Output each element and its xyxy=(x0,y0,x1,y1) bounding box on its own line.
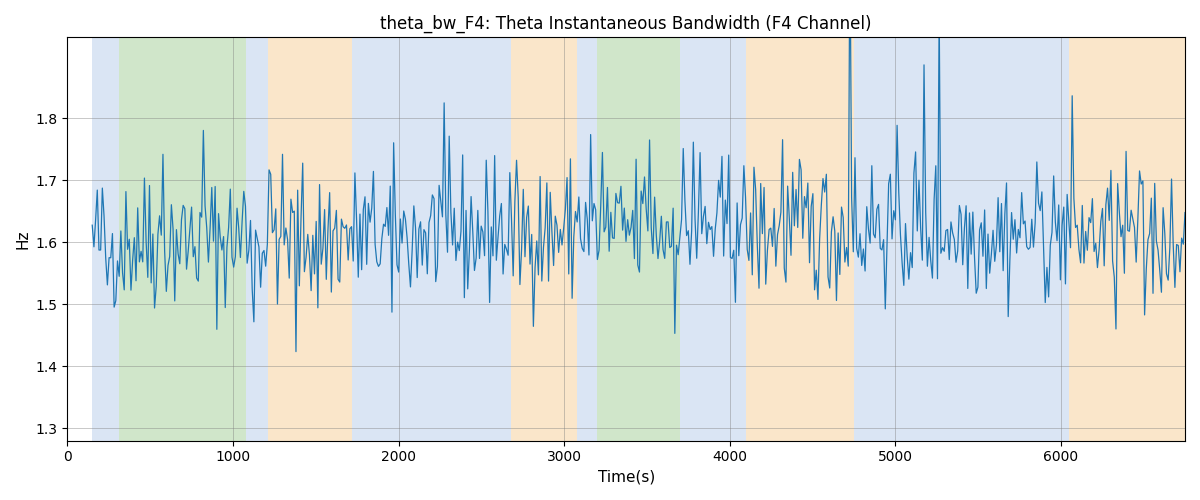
X-axis label: Time(s): Time(s) xyxy=(598,470,655,485)
Bar xyxy=(268,38,352,440)
Bar xyxy=(352,38,511,440)
Bar xyxy=(746,38,854,440)
Bar xyxy=(598,38,680,440)
Bar xyxy=(92,38,119,440)
Title: theta_bw_F4: Theta Instantaneous Bandwidth (F4 Channel): theta_bw_F4: Theta Instantaneous Bandwid… xyxy=(380,15,872,34)
Bar xyxy=(246,38,268,440)
Bar xyxy=(854,38,1069,440)
Bar xyxy=(577,38,598,440)
Bar xyxy=(511,38,577,440)
Y-axis label: Hz: Hz xyxy=(16,230,30,249)
Bar xyxy=(119,38,246,440)
Bar xyxy=(680,38,746,440)
Bar xyxy=(1069,38,1186,440)
